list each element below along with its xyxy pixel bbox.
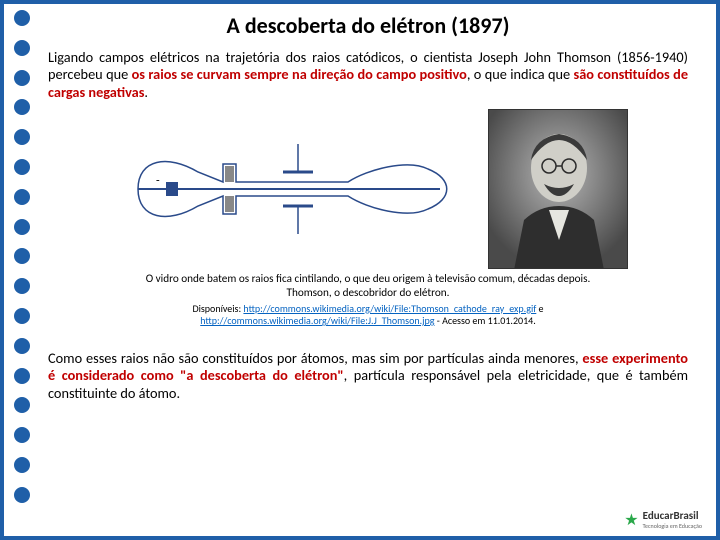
bullet-dot [14, 487, 30, 503]
thomson-photo [488, 109, 628, 269]
page-title: A descoberta do elétron (1897) [48, 12, 688, 39]
bullet-dot [14, 129, 30, 145]
slide: A descoberta do elétron (1897) Ligando c… [0, 0, 720, 540]
star-icon: ★ [624, 510, 638, 530]
bullet-dot [14, 159, 30, 175]
cathode-ray-diagram: - [108, 124, 468, 254]
bullet-dot [14, 278, 30, 294]
image-credits: Disponíveis: http://commons.wikimedia.or… [48, 303, 688, 328]
brand-name: EducarBrasil [643, 509, 702, 522]
figure-row: - [48, 109, 688, 269]
text: - Acesso em 11.01.2014. [434, 314, 535, 327]
caption-line: Thomson, o descobridor do elétron. [287, 286, 450, 300]
intro-paragraph: Ligando campos elétricos na trajetória d… [48, 49, 688, 101]
bullet-dot [14, 189, 30, 205]
text: , o que indica que [467, 65, 574, 83]
svg-text:-: - [156, 174, 160, 188]
bullet-dot [14, 308, 30, 324]
brand-tagline: Tecnologia em Educação [643, 522, 702, 530]
source-link[interactable]: http://commons.wikimedia.org/wiki/File:T… [243, 302, 536, 315]
bullet-dot [14, 10, 30, 26]
text: e [536, 302, 543, 315]
text: Como esses raios não são constituídos po… [48, 349, 582, 367]
bullet-dot [14, 40, 30, 56]
footer-logo: ★ EducarBrasil Tecnologia em Educação [624, 509, 702, 530]
bullet-dot [14, 368, 30, 384]
conclusion-paragraph: Como esses raios não são constituídos po… [48, 350, 688, 402]
bullet-dot [14, 427, 30, 443]
text: Disponíveis: [192, 302, 243, 315]
bullet-rail [14, 10, 30, 503]
caption-line: O vidro onde batem os raios fica cintila… [146, 272, 591, 286]
logo-text: EducarBrasil Tecnologia em Educação [643, 509, 702, 530]
bullet-dot [14, 457, 30, 473]
bullet-dot [14, 70, 30, 86]
text: . [144, 83, 148, 101]
figure-caption: O vidro onde batem os raios fica cintila… [48, 273, 688, 300]
bullet-dot [14, 397, 30, 413]
source-link[interactable]: http://commons.wikimedia.org/wiki/File:J… [200, 314, 434, 327]
emphasis-text: os raios se curvam sempre na direção do … [132, 65, 467, 83]
bullet-dot [14, 99, 30, 115]
bullet-dot [14, 338, 30, 354]
bullet-dot [14, 219, 30, 235]
bullet-dot [14, 248, 30, 264]
